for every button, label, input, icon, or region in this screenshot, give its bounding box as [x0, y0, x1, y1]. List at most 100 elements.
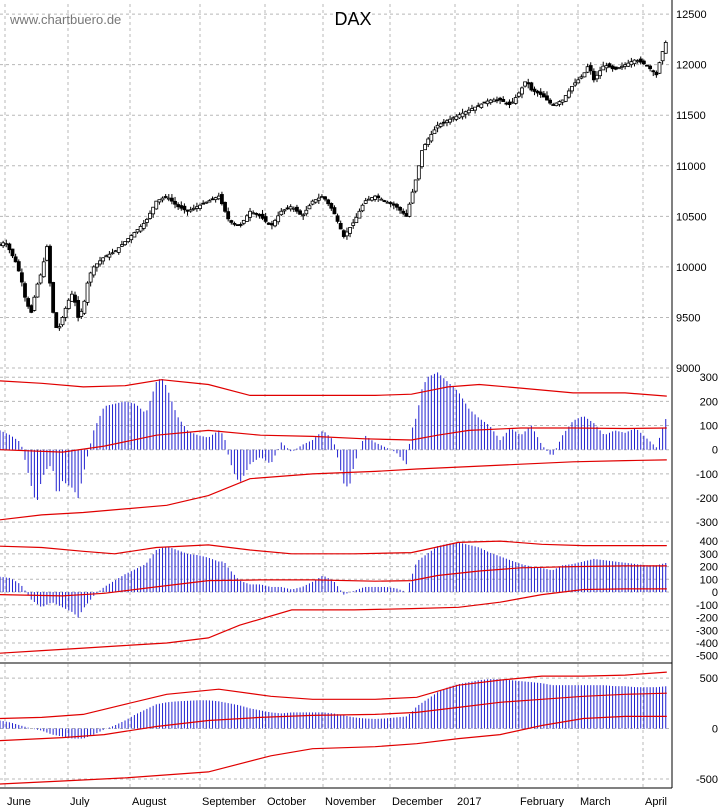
osc2-lower-band: [0, 588, 667, 654]
candle-body: [166, 197, 171, 200]
candle-body: [410, 191, 415, 204]
candle-body: [457, 114, 462, 119]
candle-body: [663, 42, 668, 54]
candle-body: [76, 299, 81, 318]
candle-body: [123, 241, 127, 246]
candle-body: [238, 224, 243, 226]
osc1-tick-label: -300: [696, 517, 718, 529]
candle-body: [241, 219, 246, 224]
candle-body: [588, 65, 593, 72]
candle-body: [57, 326, 62, 329]
candle-body: [601, 65, 606, 71]
candle-body: [176, 204, 181, 208]
osc3-tick-label: -500: [696, 774, 718, 786]
candle-body: [145, 218, 149, 223]
osc2-middle-band: [0, 565, 667, 597]
candle-body: [179, 205, 184, 209]
x-tick-label: September: [202, 796, 256, 807]
candle-body: [595, 74, 599, 80]
candle-body: [116, 247, 121, 253]
candle-body: [657, 62, 662, 74]
candle-body: [532, 88, 537, 92]
candle-body: [510, 101, 515, 104]
candle-body: [41, 261, 46, 278]
candle-body: [473, 106, 477, 111]
candle-body: [385, 201, 390, 204]
candle-body: [320, 196, 324, 199]
candle-body: [195, 206, 199, 209]
candle-body: [1, 242, 6, 247]
candle-body: [535, 90, 540, 94]
osc2-tick-label: -400: [696, 638, 718, 650]
candle-body: [620, 65, 624, 68]
candle-body: [326, 199, 331, 205]
candle-body: [360, 204, 365, 212]
candle-body: [423, 144, 427, 151]
candle-body: [235, 224, 240, 227]
candle-body: [332, 207, 337, 215]
osc1-tick-label: 0: [712, 445, 718, 457]
candle-body: [445, 120, 449, 124]
candle-body: [488, 99, 493, 104]
candle-body: [251, 212, 256, 215]
candle-body: [429, 134, 434, 142]
osc3-tick-label: 0: [712, 724, 718, 736]
candle-body: [66, 299, 71, 309]
candle-body: [16, 261, 21, 272]
candle-body: [463, 111, 468, 115]
candle-body: [482, 101, 487, 104]
candle-body: [69, 293, 74, 302]
candle-body: [645, 64, 649, 67]
candle-body: [348, 227, 352, 234]
osc2-tick-label: 300: [700, 549, 718, 561]
candle-body: [232, 223, 237, 225]
candle-body: [366, 198, 371, 201]
x-tick-label: March: [580, 796, 611, 807]
candle-body: [260, 213, 265, 219]
chart-title: DAX: [334, 9, 371, 29]
price-tick-label: 12000: [676, 60, 707, 72]
osc1-tick-label: 200: [700, 396, 718, 408]
candle-body: [507, 101, 512, 106]
candle-body: [338, 222, 343, 230]
candle-body: [635, 60, 640, 63]
candle-body: [613, 66, 618, 70]
candle-body: [363, 200, 368, 204]
price-tick-label: 9000: [676, 363, 700, 375]
candle-body: [295, 206, 299, 212]
candle-body: [10, 248, 15, 257]
candle-body: [273, 219, 277, 227]
candle-body: [304, 209, 309, 215]
candle-body: [376, 195, 381, 199]
candle-body: [148, 212, 152, 219]
candle-body: [401, 210, 406, 214]
candle-body: [604, 65, 609, 69]
candle-body: [382, 200, 387, 202]
candle-body: [585, 66, 590, 73]
candle-body: [632, 59, 637, 65]
candle-body: [435, 124, 440, 129]
x-tick-label: August: [132, 796, 166, 807]
candle-body: [213, 197, 218, 200]
candle-body: [416, 165, 421, 180]
candle-body: [23, 283, 27, 298]
candle-body: [560, 99, 565, 103]
candle-body: [173, 200, 177, 205]
candle-body: [107, 253, 112, 258]
candle-body: [598, 70, 603, 77]
price-tick-label: 10500: [676, 211, 707, 223]
candle-body: [501, 98, 506, 102]
candle-body: [379, 198, 384, 201]
candle-body: [279, 210, 284, 216]
candle-body: [82, 300, 87, 314]
candle-body: [329, 203, 334, 209]
candle-body: [407, 203, 412, 217]
candle-body: [466, 109, 471, 114]
candle-body: [104, 255, 109, 258]
watermark: www.chartbuero.de: [9, 12, 121, 27]
candle-body: [98, 260, 102, 265]
candle-body: [638, 58, 643, 63]
x-tick-label: 2017: [457, 796, 481, 807]
candle-body: [563, 95, 568, 102]
